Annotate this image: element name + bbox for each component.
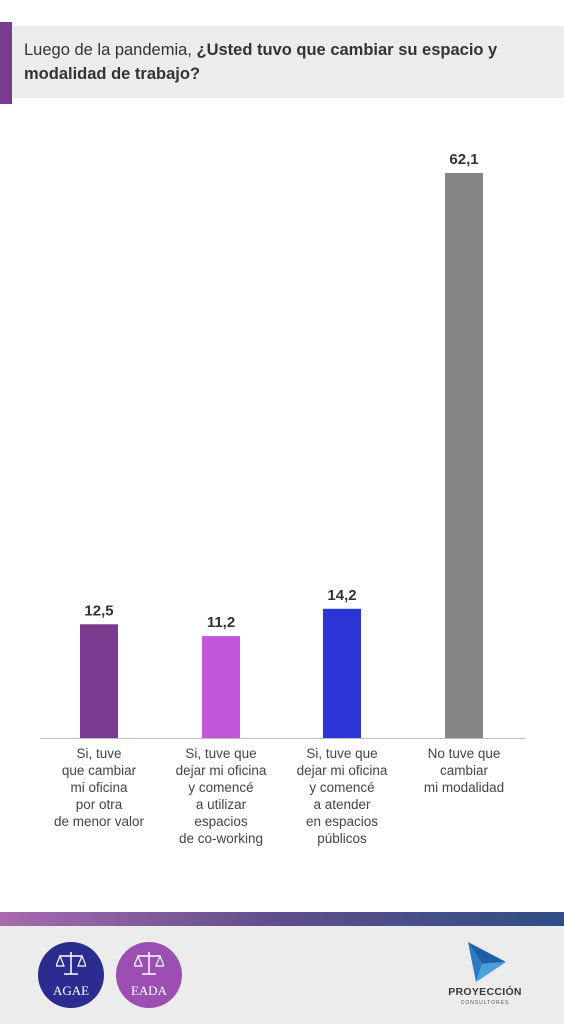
footer: AGAE EADA PROYECCIÓN CONSULTORES [0,926,564,1024]
bar-3 [323,608,361,738]
category-label: Si, tuve que cambiar mi oficina por otra de … [54,746,145,829]
eada-logo: EADA [116,942,182,1008]
eada-logo-text: EADA [130,983,168,998]
bar-value-label: 14,2 [327,587,356,604]
title-prefix: Luego de la pandemia, [24,41,192,59]
proyeccion-logo-icon [468,942,506,982]
bar-2 [202,636,240,738]
header-accent-bar [0,22,12,104]
bar-value-label: 11,2 [207,614,235,631]
brand-subtitle: CONSULTORES [460,1000,510,1006]
category-label: No tuve que cambiar mi modalidad [424,746,504,795]
scales-icon [56,952,86,975]
category-label: Si, tuve que dejar mi oficina y comencé a a… [297,746,388,846]
bar-value-label: 62,1 [449,151,478,168]
brand-name: PROYECCIÓN [448,986,522,998]
agae-logo: AGAE [38,942,104,1008]
bar-1 [80,624,118,738]
title-question: ¿Usted tuvo que cambiar su espacio y mod… [24,41,498,83]
category-label: Si, tuve que dejar mi oficina y comencé a u… [176,746,267,846]
header-banner: Luego de la pandemia, ¿Usted tuvo que ca… [0,26,564,98]
scales-icon [134,952,164,975]
bar-4 [445,173,483,738]
bar-value-label: 12,5 [84,602,113,619]
bar-chart: 12,5 Si, tuve que cambiar mi oficina por otr… [40,151,525,846]
footer-gradient-bar [0,912,564,926]
page-title: Luego de la pandemia, ¿Usted tuvo que ca… [24,38,544,86]
agae-logo-text: AGAE [52,983,90,998]
